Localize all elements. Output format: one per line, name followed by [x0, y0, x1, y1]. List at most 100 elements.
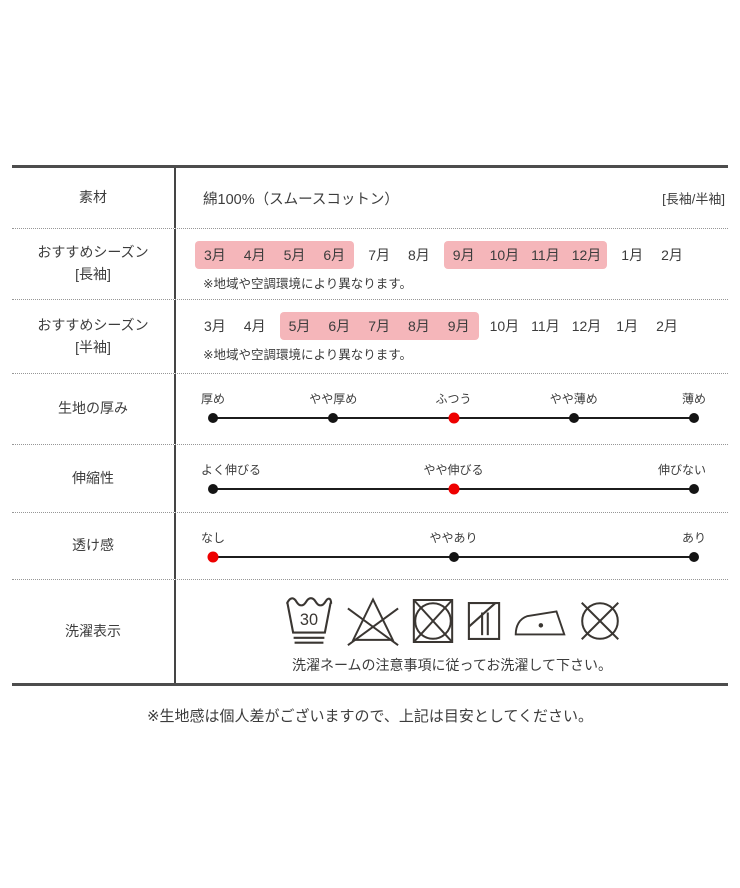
scale-option-label: ふつう: [435, 392, 472, 406]
month-cell: 8月: [407, 318, 430, 334]
month-cell: 11月: [531, 247, 560, 263]
laundry-label: 洗濯表示: [65, 622, 121, 639]
month-cell: 6月: [328, 318, 351, 334]
laundry-icon-strip: 30: [284, 593, 621, 649]
month-cell: 12月: [571, 247, 602, 263]
scale-option-label: ややあり: [429, 531, 478, 545]
marker-dot: [328, 413, 339, 423]
selected-marker-dot: [448, 412, 459, 424]
thickness-row-header: 生地の厚み: [12, 374, 176, 444]
drip-dry-in-shade-icon: [467, 602, 500, 640]
month-cell: 1月: [616, 318, 639, 334]
month-group: 7月 8月: [359, 241, 439, 269]
wash-30-very-gentle-icon: 30: [285, 597, 332, 644]
sheerness-row: 透け感 なし ややあり あり: [12, 513, 728, 580]
marker-dot: [689, 413, 699, 423]
material-label: 素材: [79, 189, 107, 206]
laundry-caption: 洗濯ネームの注意事項に従ってお洗濯して下さい。: [291, 657, 613, 673]
scale-option-label: 厚め: [201, 392, 226, 406]
season-short-sublabel: [半袖]: [75, 338, 111, 355]
scale-option-label: やや薄め: [549, 392, 598, 406]
marker-dot: [448, 552, 459, 562]
scale-option-label: なし: [201, 531, 226, 545]
scale-option-label: 伸びない: [657, 463, 706, 477]
sleeve-type-note: [長袖/半袖]: [662, 191, 725, 207]
season-long-months: 3月 4月 5月 6月 7月 8月 9月 10月 11月 12月 1月 2月: [195, 241, 728, 269]
month-cell: 1月: [621, 247, 644, 263]
do-not-dry-clean-icon: [580, 602, 619, 640]
season-short-row-header: おすすめシーズン [半袖]: [12, 300, 176, 373]
sheerness-content: なし ややあり あり: [176, 513, 728, 579]
month-cell: 9月: [447, 318, 470, 334]
season-short-months: 3月 4月 5月 6月 7月 8月 9月 10月 11月 12月 1月 2月: [195, 312, 728, 340]
marker-dot: [689, 552, 699, 562]
highlighted-month-group: 3月 4月 5月 6月: [195, 241, 355, 269]
marker-dot: [568, 413, 579, 423]
thickness-label: 生地の厚み: [58, 400, 128, 417]
month-cell: 7月: [368, 318, 390, 334]
material-value: 綿100%（スムースコットン）: [203, 191, 399, 208]
month-cell: 4月: [243, 318, 266, 334]
season-long-note: ※地域や空調環境により異なります。: [203, 277, 412, 291]
scale-option-label: やや厚め: [309, 392, 358, 406]
month-cell: 10月: [489, 318, 520, 334]
highlighted-month-group: 5月 6月 7月 8月 9月: [279, 312, 479, 340]
month-cell: 2月: [656, 318, 678, 334]
season-long-row: おすすめシーズン [長袖] 3月 4月 5月 6月 7月 8月 9月 10月 11月 12月 1月 2…: [12, 229, 728, 300]
season-long-content: 3月 4月 5月 6月 7月 8月 9月 10月 11月 12月 1月 2月 ※地域や空調環境により異…: [176, 229, 728, 299]
month-cell: 7月: [368, 247, 390, 263]
sheerness-scale: なし ややあり あり: [201, 529, 706, 571]
month-cell: 5月: [283, 247, 306, 263]
month-cell: 2月: [661, 247, 683, 263]
laundry-row: 洗濯表示 30: [12, 580, 728, 683]
month-cell: 6月: [323, 247, 346, 263]
laundry-row-header: 洗濯表示: [12, 580, 176, 683]
marker-dot: [208, 413, 218, 423]
sheerness-label: 透け感: [72, 537, 114, 554]
month-cell: 9月: [452, 247, 475, 263]
month-cell: 8月: [407, 247, 430, 263]
marker-dot: [208, 484, 218, 494]
do-not-tumble-dry-icon: [412, 598, 453, 644]
material-content: 綿100%（スムースコットン） [長袖/半袖]: [176, 168, 728, 228]
stretch-label: 伸縮性: [72, 469, 114, 486]
thickness-row: 生地の厚み 厚め やや厚め ふつう やや薄め 薄め: [12, 374, 728, 445]
season-short-label: おすすめシーズン: [37, 316, 149, 333]
month-group: 1月 2月: [612, 241, 692, 269]
svg-text:30: 30: [299, 611, 317, 629]
do-not-bleach-icon: [346, 597, 399, 647]
season-short-note: ※地域や空調環境により異なります。: [203, 348, 412, 362]
season-short-content: 3月 4月 5月 6月 7月 8月 9月 10月 11月 12月 1月 2月 ※地域や空調環境により異…: [176, 300, 728, 373]
laundry-content: 30: [176, 580, 728, 683]
thickness-scale: 厚め やや厚め ふつう やや薄め 薄め: [201, 390, 706, 432]
scale-option-label: あり: [681, 531, 706, 545]
marker-dot: [689, 484, 699, 494]
month-group: 3月 4月: [195, 312, 275, 340]
month-group: 10月 11月 12月 1月 2月: [484, 312, 687, 340]
month-cell: 12月: [571, 318, 602, 334]
scale-option-label: よく伸びる: [201, 463, 262, 477]
month-cell: 11月: [531, 318, 560, 334]
month-cell: 10月: [489, 247, 520, 263]
stretch-row-header: 伸縮性: [12, 445, 176, 512]
scale-option-label: 薄め: [681, 392, 706, 406]
stretch-scale: よく伸びる やや伸びる 伸びない: [201, 461, 706, 503]
thickness-content: 厚め やや厚め ふつう やや薄め 薄め: [176, 374, 728, 444]
month-cell: 4月: [243, 247, 266, 263]
sheerness-row-header: 透け感: [12, 513, 176, 579]
highlighted-month-group: 9月 10月 11月 12月: [443, 241, 608, 269]
scale-option-label: やや伸びる: [423, 463, 484, 477]
month-cell: 3月: [204, 247, 226, 263]
stretch-row: 伸縮性 よく伸びる やや伸びる 伸びない: [12, 445, 728, 513]
stretch-content: よく伸びる やや伸びる 伸びない: [176, 445, 728, 512]
season-long-label: おすすめシーズン: [37, 244, 149, 261]
month-cell: 5月: [288, 318, 311, 334]
selected-marker-dot: [207, 551, 219, 563]
material-row-header: 素材: [12, 168, 176, 228]
iron-low-heat-icon: [514, 610, 566, 636]
month-cell: 3月: [204, 318, 226, 334]
season-short-row: おすすめシーズン [半袖] 3月 4月 5月 6月 7月 8月 9月 10月 11月 12月 1月 2…: [12, 300, 728, 374]
footnote: ※生地感は個人差がございますので、上記は目安としてください。: [146, 708, 594, 725]
season-long-row-header: おすすめシーズン [長袖]: [12, 229, 176, 299]
selected-marker-dot: [448, 483, 459, 495]
